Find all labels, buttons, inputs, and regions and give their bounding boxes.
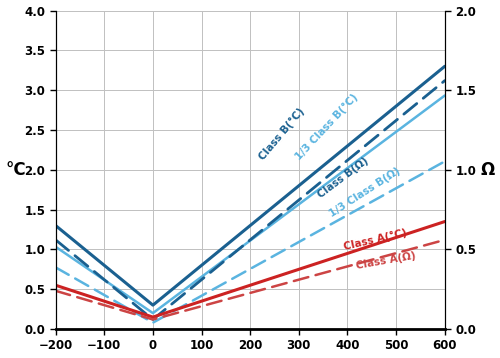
Y-axis label: Ω: Ω: [480, 161, 494, 179]
Text: Class A(Ω): Class A(Ω): [355, 251, 416, 271]
Text: Class A(°C): Class A(°C): [342, 227, 407, 252]
Text: 1/3 Class B(Ω): 1/3 Class B(Ω): [328, 166, 402, 219]
Text: Class B(°C): Class B(°C): [258, 106, 306, 162]
Text: Class B(Ω): Class B(Ω): [316, 156, 370, 200]
Y-axis label: °C: °C: [6, 161, 26, 179]
Text: 1/3 Class B(°C): 1/3 Class B(°C): [294, 92, 360, 162]
